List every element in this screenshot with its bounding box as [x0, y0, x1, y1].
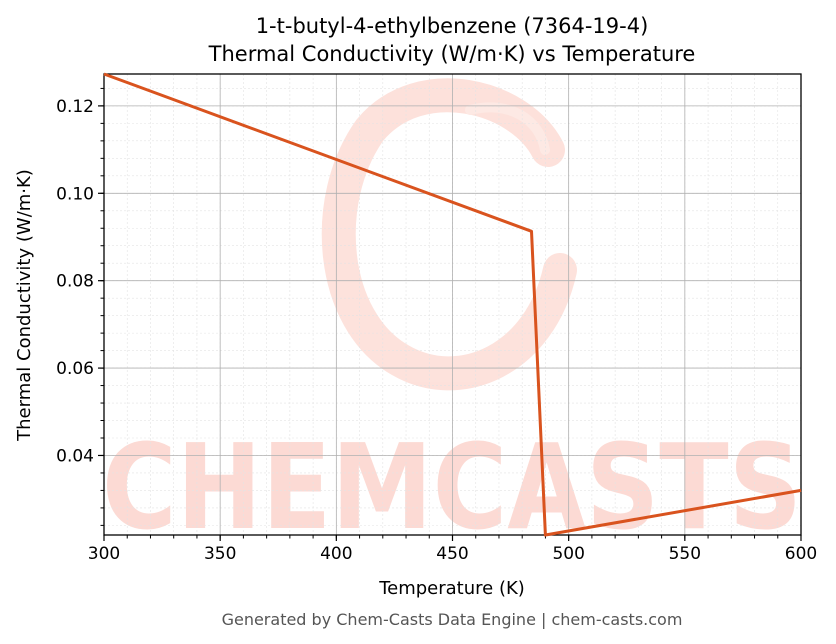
x-axis-label: Temperature (K)	[378, 578, 525, 599]
y-axis-label: Thermal Conductivity (W/m·K)	[14, 169, 35, 442]
watermark-logo-swirl	[465, 102, 550, 155]
chart-subtitle: Thermal Conductivity (W/m·K) vs Temperat…	[208, 42, 696, 66]
x-tick-label: 450	[436, 544, 468, 564]
axis-ticks: 300 350 400 450 500 550 600 0.04 0.06 0.08 0.10 0.1…	[56, 87, 817, 564]
series-group	[103, 72, 802, 537]
y-tick-label: 0.10	[56, 184, 94, 204]
y-tick-label: 0.08	[56, 272, 94, 292]
y-tick-label: 0.06	[56, 359, 94, 379]
grid	[103, 74, 802, 535]
y-tick-label: 0.12	[56, 97, 94, 117]
watermark: CHEMCASTS	[102, 78, 802, 556]
watermark-text: CHEMCASTS	[102, 418, 802, 556]
x-tick-label: 550	[669, 544, 701, 564]
series-line	[103, 72, 802, 537]
x-tick-label: 600	[785, 544, 817, 564]
y-tick-label: 0.04	[56, 446, 94, 466]
x-tick-label: 400	[320, 544, 352, 564]
x-tick-label: 350	[204, 544, 236, 564]
x-tick-label: 500	[552, 544, 584, 564]
x-tick-label: 300	[88, 544, 120, 564]
watermark-logo-c	[321, 78, 577, 391]
footer-credit: Generated by Chem-Casts Data Engine | ch…	[222, 610, 683, 629]
chart-title: 1-t-butyl-4-ethylbenzene (7364-19-4)	[256, 14, 649, 38]
